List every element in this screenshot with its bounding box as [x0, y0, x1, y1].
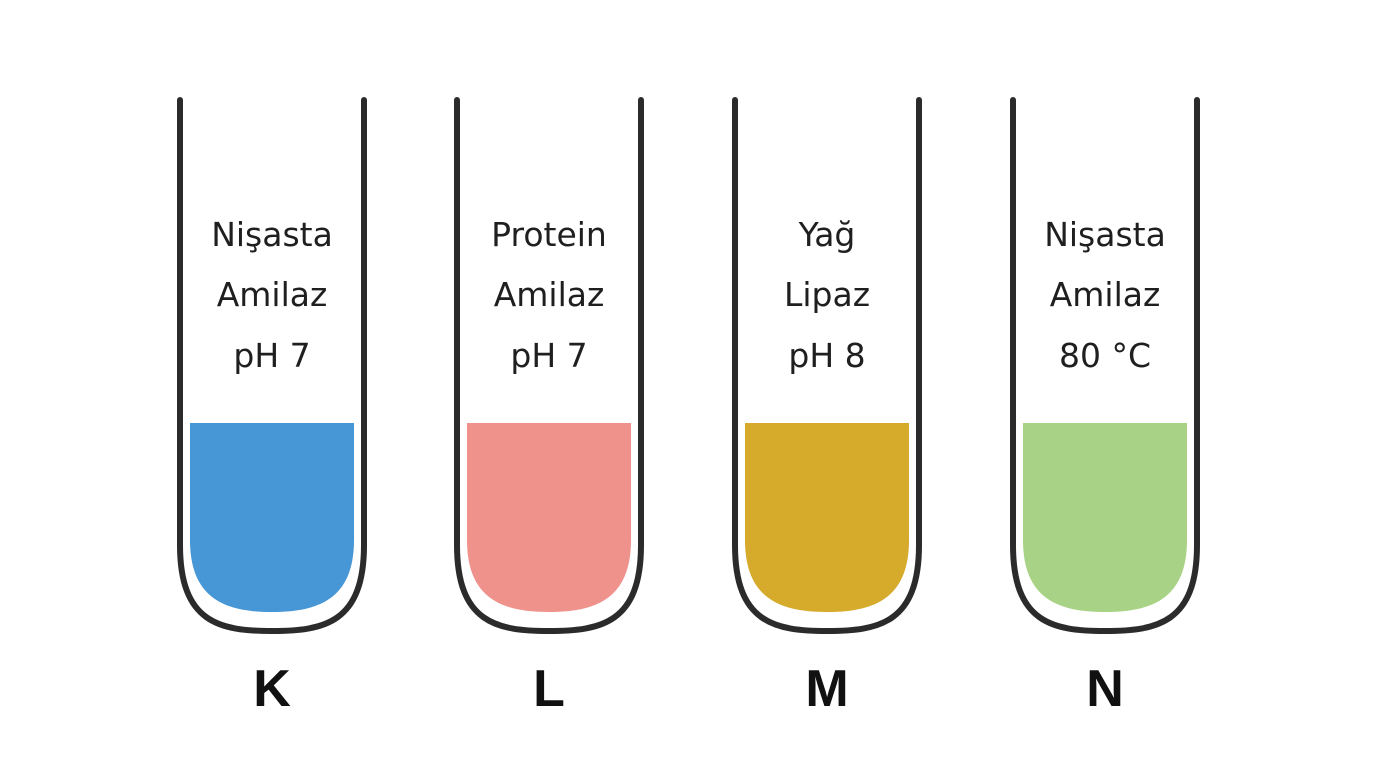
tube-label-line: Amilaz [494, 275, 605, 314]
tube-outline [454, 97, 644, 634]
tube-letter: K [253, 660, 291, 718]
tube-letter: M [805, 660, 848, 718]
tube-label-line: Protein [491, 215, 607, 254]
tube-label-line: pH 7 [233, 336, 310, 375]
tube-label-line: Yağ [798, 215, 856, 254]
tube-k: Nişasta Amilaz pH 7 K [177, 97, 367, 718]
tube-letter: L [533, 660, 565, 718]
tube-outline [177, 97, 367, 634]
tube-m: Yağ Lipaz pH 8 M [732, 97, 922, 718]
tube-label-line: pH 8 [788, 336, 865, 375]
tube-label-line: Nişasta [1044, 215, 1166, 254]
tube-label-line: Nişasta [211, 215, 333, 254]
tube-label-line: pH 7 [510, 336, 587, 375]
tube-outline [1010, 97, 1200, 634]
tube-label-line: Amilaz [1050, 275, 1161, 314]
tube-liquid [1023, 423, 1187, 612]
tube-label-line: Amilaz [217, 275, 328, 314]
tube-label-line: Lipaz [784, 275, 870, 314]
tube-letter: N [1086, 660, 1124, 718]
tube-liquid [467, 423, 631, 612]
tube-label-line: 80 °C [1059, 336, 1151, 375]
tube-l: Protein Amilaz pH 7 L [454, 97, 644, 718]
tube-liquid [190, 423, 354, 612]
tubes-layer: Nişasta Amilaz pH 7 K Protein Amilaz pH 7 L Yağ L… [177, 97, 1200, 718]
tube-outline [732, 97, 922, 634]
tube-n: Nişasta Amilaz 80 °C N [1010, 97, 1200, 718]
tube-liquid [745, 423, 909, 612]
